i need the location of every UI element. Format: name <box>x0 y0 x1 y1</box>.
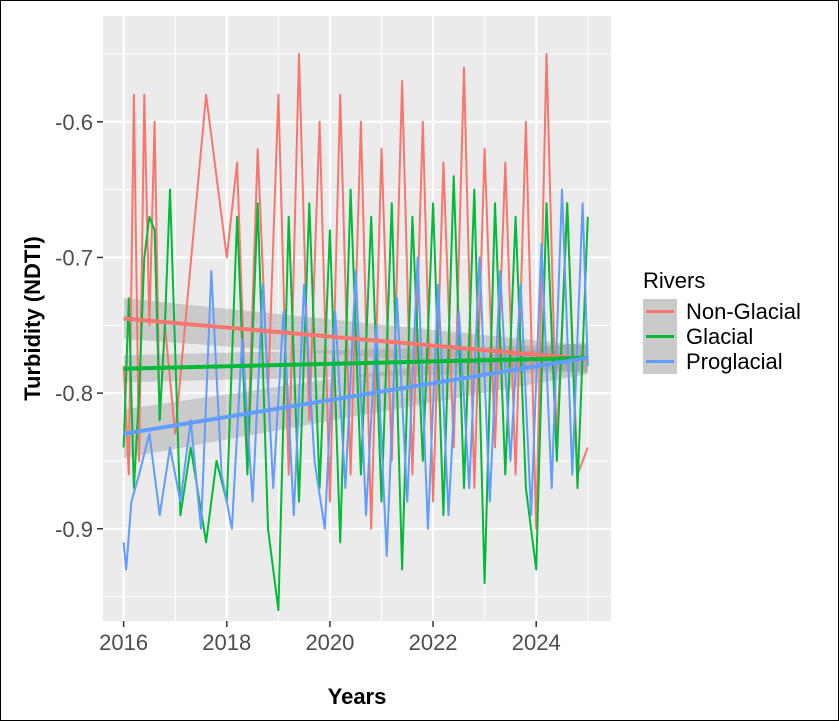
x-axis: 2016 2018 2020 2022 2024 <box>99 621 561 655</box>
series-line-1 <box>122 175 589 612</box>
x-tick-label: 2018 <box>202 630 251 655</box>
legend-key-2 <box>643 349 677 374</box>
legend-key-0 <box>643 299 677 324</box>
x-tick-label: 2022 <box>409 630 458 655</box>
trend-line-1 <box>123 355 588 371</box>
trend-line-2 <box>123 355 589 436</box>
legend-title: Rivers <box>643 268 705 293</box>
series-lines <box>122 53 589 612</box>
y-axis: -0.9 -0.8 -0.7 -0.6 <box>55 110 103 542</box>
legend-label: Glacial <box>686 324 753 349</box>
legend-label: Proglacial <box>686 349 783 374</box>
trend-line-0 <box>123 316 588 362</box>
y-tick-label: -0.7 <box>55 245 93 270</box>
trend-lines <box>123 316 589 436</box>
x-tick-label: 2016 <box>99 630 148 655</box>
x-tick-label: 2024 <box>512 630 561 655</box>
y-axis-title: Turbidity (NDTI) <box>20 236 45 401</box>
series-line-2 <box>122 188 589 571</box>
legend-label: Non-Glacial <box>686 299 801 324</box>
x-axis-title: Years <box>328 684 387 709</box>
legend-key-1 <box>643 324 677 349</box>
x-tick-label: 2020 <box>305 630 354 655</box>
y-tick-label: -0.6 <box>55 110 93 135</box>
y-tick-label: -0.8 <box>55 381 93 406</box>
y-tick-label: -0.9 <box>55 517 93 542</box>
